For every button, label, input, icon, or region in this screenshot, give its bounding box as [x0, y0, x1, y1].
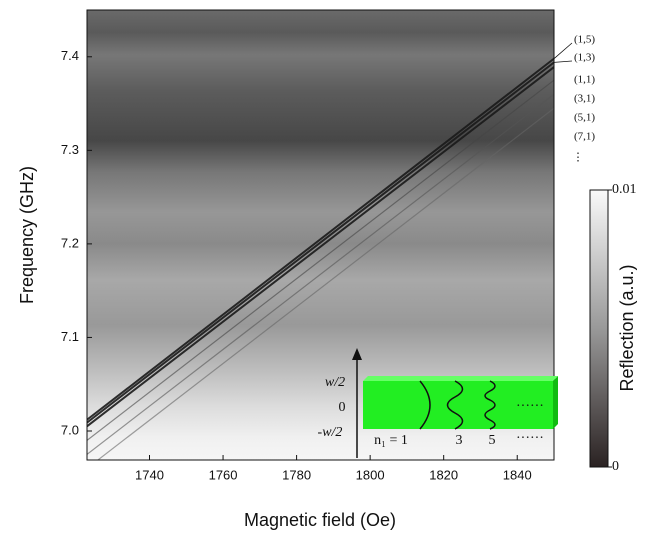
inset: [352, 348, 558, 458]
x-tick-label: 1820: [429, 467, 458, 482]
inset-dots: ······: [516, 431, 544, 446]
inset-box-top: [363, 376, 558, 381]
mode-line: [96, 107, 554, 460]
y-tick-label: 7.2: [61, 235, 79, 250]
mode-profile: [419, 380, 431, 430]
x-tick-label: 1740: [135, 467, 164, 482]
label-leader: [553, 60, 573, 63]
x-tick-label: 1840: [503, 467, 532, 482]
mode-line: [87, 66, 554, 428]
y-tick-label: 7.3: [61, 142, 79, 157]
inset-box-side: [553, 376, 558, 429]
y-tick-label: 7.1: [61, 329, 79, 344]
mode-label: (1,1): [574, 74, 595, 86]
inset-dots: ······: [516, 399, 544, 414]
y-axis-title: Frequency (GHz): [17, 166, 37, 304]
colorbar: [589, 189, 609, 468]
mode-label: (3,1): [574, 93, 595, 105]
inset-arrow: [352, 348, 362, 360]
mode-lines: [87, 57, 554, 460]
inset-y-label: -w/2: [318, 425, 343, 440]
colorbar-tick-label: 0: [612, 459, 619, 474]
mode-label: (5,1): [574, 112, 595, 124]
mode-line: [87, 57, 554, 421]
x-tick-label: 1760: [209, 467, 238, 482]
mode-label: (7,1): [574, 131, 595, 143]
inset-mode-label: 5: [489, 433, 496, 448]
colorbar-tick-label: 0.01: [612, 182, 637, 197]
mode-line: [87, 93, 554, 455]
mode-line: [87, 61, 554, 424]
inset-mode-label: 3: [456, 433, 463, 448]
plot-frame: [86, 9, 555, 461]
y-tick-label: 7.4: [61, 48, 79, 63]
x-tick-label: 1800: [356, 467, 385, 482]
mode-profile: [484, 380, 496, 430]
label-leader: [553, 42, 573, 59]
mode-label: (1,5): [574, 34, 595, 46]
mode-label-more: ⋮: [573, 152, 584, 164]
mode-label: (1,3): [574, 52, 595, 64]
inset-mode-label: n₁ = 1: [374, 433, 408, 448]
x-axis-title: Magnetic field (Oe): [244, 510, 396, 530]
colorbar-title: Reflection (a.u.): [617, 264, 637, 391]
mode-line: [87, 79, 554, 441]
mode-profile: [446, 380, 464, 430]
inset-box: [363, 381, 553, 429]
inset-y-label: 0: [339, 400, 346, 415]
x-tick-label: 1780: [282, 467, 311, 482]
inset-y-label: w/2: [325, 375, 345, 390]
y-tick-label: 7.0: [61, 422, 79, 437]
